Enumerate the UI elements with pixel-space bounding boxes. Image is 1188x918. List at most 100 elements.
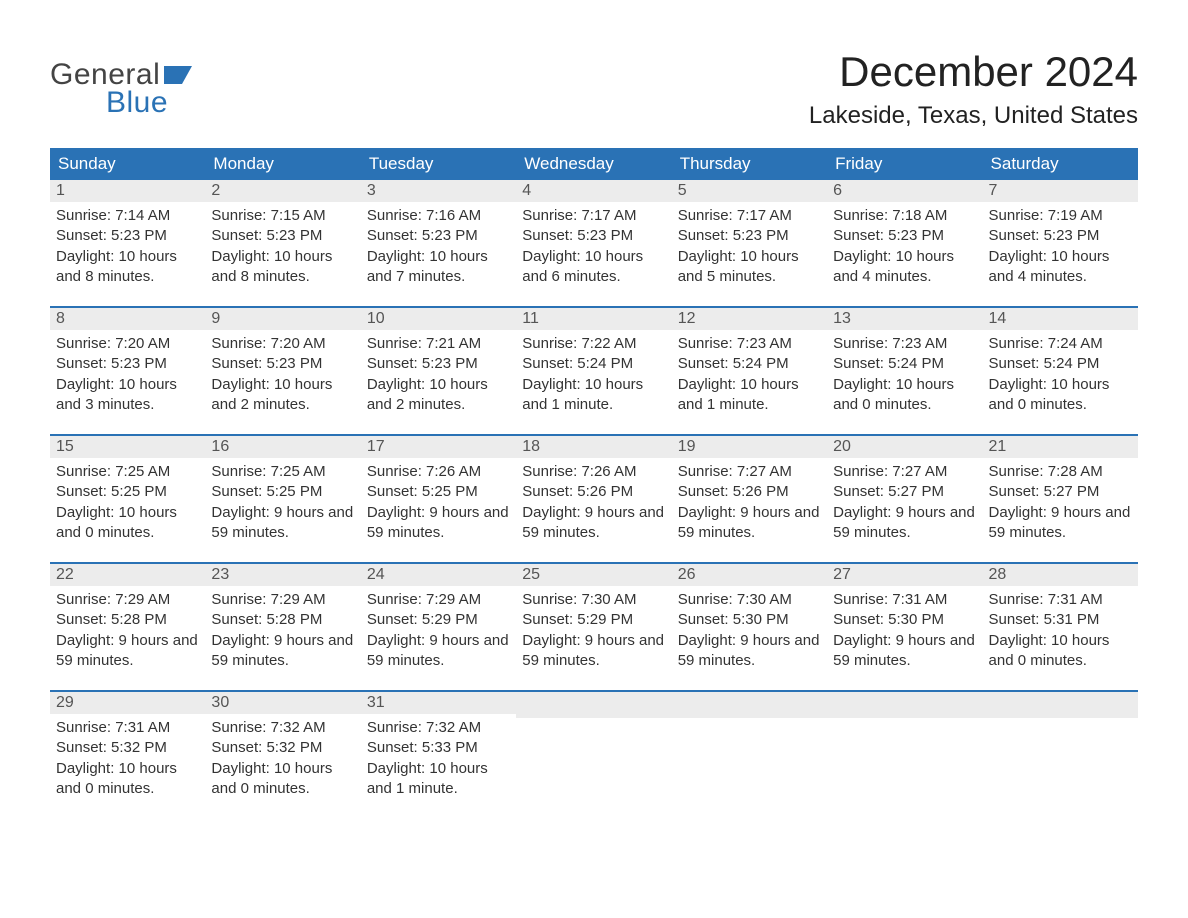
day-details: Sunrise: 7:20 AMSunset: 5:23 PMDaylight:… [205, 330, 360, 425]
calendar-day: 26Sunrise: 7:30 AMSunset: 5:30 PMDayligh… [672, 564, 827, 691]
sunset-text: Sunset: 5:23 PM [211, 354, 354, 374]
sunrise-text: Sunrise: 7:28 AM [989, 462, 1132, 482]
sunrise-text: Sunrise: 7:17 AM [522, 206, 665, 226]
day-number: 4 [516, 180, 671, 202]
day-details: Sunrise: 7:30 AMSunset: 5:29 PMDaylight:… [516, 586, 671, 681]
calendar-table: Sunday Monday Tuesday Wednesday Thursday… [50, 148, 1138, 818]
sunrise-text: Sunrise: 7:19 AM [989, 206, 1132, 226]
day-header: Tuesday [361, 148, 516, 180]
sunrise-text: Sunrise: 7:21 AM [367, 334, 510, 354]
calendar-day: 30Sunrise: 7:32 AMSunset: 5:32 PMDayligh… [205, 692, 360, 818]
sunrise-text: Sunrise: 7:14 AM [56, 206, 199, 226]
calendar-day: 28Sunrise: 7:31 AMSunset: 5:31 PMDayligh… [983, 564, 1138, 691]
day-number: 21 [983, 436, 1138, 458]
calendar-day: 4Sunrise: 7:17 AMSunset: 5:23 PMDaylight… [516, 180, 671, 307]
day-number: 16 [205, 436, 360, 458]
day-number: 24 [361, 564, 516, 586]
logo: General Blue [50, 58, 192, 120]
flag-icon [164, 58, 192, 76]
day-number: 3 [361, 180, 516, 202]
daylight-text: Daylight: 10 hours and 1 minute. [367, 759, 510, 800]
day-details: Sunrise: 7:27 AMSunset: 5:27 PMDaylight:… [827, 458, 982, 553]
sunset-text: Sunset: 5:23 PM [56, 226, 199, 246]
daylight-text: Daylight: 10 hours and 3 minutes. [56, 375, 199, 416]
daylight-text: Daylight: 9 hours and 59 minutes. [678, 631, 821, 672]
daylight-text: Daylight: 10 hours and 7 minutes. [367, 247, 510, 288]
calendar-day [827, 692, 982, 818]
sunrise-text: Sunrise: 7:24 AM [989, 334, 1132, 354]
calendar-day: 12Sunrise: 7:23 AMSunset: 5:24 PMDayligh… [672, 308, 827, 435]
sunrise-text: Sunrise: 7:29 AM [56, 590, 199, 610]
calendar-day: 17Sunrise: 7:26 AMSunset: 5:25 PMDayligh… [361, 436, 516, 563]
daylight-text: Daylight: 9 hours and 59 minutes. [56, 631, 199, 672]
day-details: Sunrise: 7:25 AMSunset: 5:25 PMDaylight:… [205, 458, 360, 553]
calendar-day: 15Sunrise: 7:25 AMSunset: 5:25 PMDayligh… [50, 436, 205, 563]
day-number: 11 [516, 308, 671, 330]
daylight-text: Daylight: 10 hours and 2 minutes. [367, 375, 510, 416]
daylight-text: Daylight: 9 hours and 59 minutes. [833, 631, 976, 672]
sunrise-text: Sunrise: 7:16 AM [367, 206, 510, 226]
day-details: Sunrise: 7:26 AMSunset: 5:26 PMDaylight:… [516, 458, 671, 553]
day-number: 31 [361, 692, 516, 714]
sunset-text: Sunset: 5:24 PM [522, 354, 665, 374]
day-number [983, 692, 1138, 718]
sunset-text: Sunset: 5:24 PM [678, 354, 821, 374]
daylight-text: Daylight: 10 hours and 8 minutes. [56, 247, 199, 288]
daylight-text: Daylight: 10 hours and 4 minutes. [833, 247, 976, 288]
day-number: 1 [50, 180, 205, 202]
header: General Blue December 2024 Lakeside, Tex… [50, 40, 1138, 130]
calendar-day: 9Sunrise: 7:20 AMSunset: 5:23 PMDaylight… [205, 308, 360, 435]
calendar-day [672, 692, 827, 818]
sunrise-text: Sunrise: 7:29 AM [211, 590, 354, 610]
sunset-text: Sunset: 5:27 PM [989, 482, 1132, 502]
daylight-text: Daylight: 10 hours and 0 minutes. [989, 631, 1132, 672]
day-details: Sunrise: 7:17 AMSunset: 5:23 PMDaylight:… [516, 202, 671, 297]
sunrise-text: Sunrise: 7:23 AM [678, 334, 821, 354]
day-details: Sunrise: 7:28 AMSunset: 5:27 PMDaylight:… [983, 458, 1138, 553]
calendar-day: 20Sunrise: 7:27 AMSunset: 5:27 PMDayligh… [827, 436, 982, 563]
calendar-week: 1Sunrise: 7:14 AMSunset: 5:23 PMDaylight… [50, 180, 1138, 307]
sunset-text: Sunset: 5:31 PM [989, 610, 1132, 630]
calendar-day [983, 692, 1138, 818]
day-header: Wednesday [516, 148, 671, 180]
daylight-text: Daylight: 9 hours and 59 minutes. [989, 503, 1132, 544]
calendar-day: 5Sunrise: 7:17 AMSunset: 5:23 PMDaylight… [672, 180, 827, 307]
sunset-text: Sunset: 5:25 PM [367, 482, 510, 502]
calendar-day: 31Sunrise: 7:32 AMSunset: 5:33 PMDayligh… [361, 692, 516, 818]
sunrise-text: Sunrise: 7:30 AM [678, 590, 821, 610]
day-number: 30 [205, 692, 360, 714]
title-block: December 2024 Lakeside, Texas, United St… [809, 40, 1138, 130]
calendar-day: 8Sunrise: 7:20 AMSunset: 5:23 PMDaylight… [50, 308, 205, 435]
daylight-text: Daylight: 10 hours and 0 minutes. [211, 759, 354, 800]
sunset-text: Sunset: 5:30 PM [833, 610, 976, 630]
sunset-text: Sunset: 5:23 PM [367, 354, 510, 374]
day-header-row: Sunday Monday Tuesday Wednesday Thursday… [50, 148, 1138, 180]
day-header: Monday [205, 148, 360, 180]
day-details: Sunrise: 7:29 AMSunset: 5:29 PMDaylight:… [361, 586, 516, 681]
day-number: 23 [205, 564, 360, 586]
sunset-text: Sunset: 5:29 PM [367, 610, 510, 630]
day-details: Sunrise: 7:23 AMSunset: 5:24 PMDaylight:… [827, 330, 982, 425]
calendar-week: 22Sunrise: 7:29 AMSunset: 5:28 PMDayligh… [50, 564, 1138, 691]
daylight-text: Daylight: 9 hours and 59 minutes. [522, 503, 665, 544]
calendar-day: 27Sunrise: 7:31 AMSunset: 5:30 PMDayligh… [827, 564, 982, 691]
sunset-text: Sunset: 5:33 PM [367, 738, 510, 758]
daylight-text: Daylight: 9 hours and 59 minutes. [367, 503, 510, 544]
day-details: Sunrise: 7:17 AMSunset: 5:23 PMDaylight:… [672, 202, 827, 297]
sunset-text: Sunset: 5:23 PM [833, 226, 976, 246]
day-number [827, 692, 982, 718]
calendar-page: General Blue December 2024 Lakeside, Tex… [0, 0, 1188, 858]
calendar-week: 15Sunrise: 7:25 AMSunset: 5:25 PMDayligh… [50, 436, 1138, 563]
day-number: 2 [205, 180, 360, 202]
day-number: 15 [50, 436, 205, 458]
sunset-text: Sunset: 5:27 PM [833, 482, 976, 502]
day-details: Sunrise: 7:31 AMSunset: 5:30 PMDaylight:… [827, 586, 982, 681]
day-number: 19 [672, 436, 827, 458]
day-header: Saturday [983, 148, 1138, 180]
day-details: Sunrise: 7:29 AMSunset: 5:28 PMDaylight:… [50, 586, 205, 681]
day-details: Sunrise: 7:15 AMSunset: 5:23 PMDaylight:… [205, 202, 360, 297]
daylight-text: Daylight: 9 hours and 59 minutes. [522, 631, 665, 672]
day-number: 6 [827, 180, 982, 202]
calendar-day: 6Sunrise: 7:18 AMSunset: 5:23 PMDaylight… [827, 180, 982, 307]
calendar-day: 11Sunrise: 7:22 AMSunset: 5:24 PMDayligh… [516, 308, 671, 435]
